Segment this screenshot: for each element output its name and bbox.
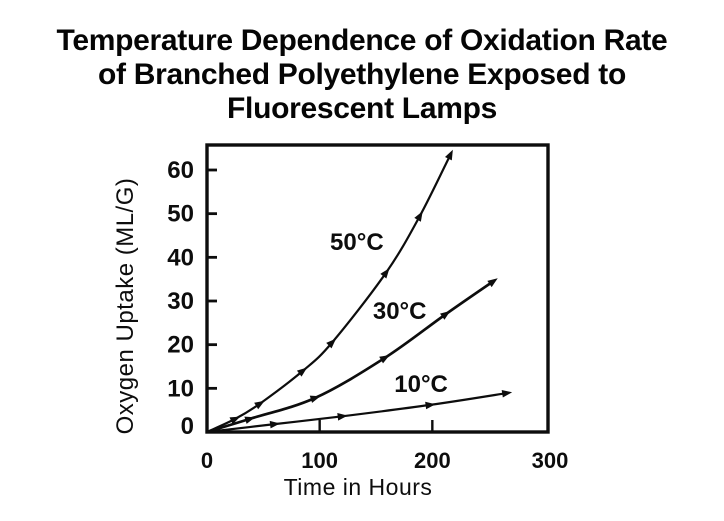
y-axis-title: Oxygen Uptake (ML/G) bbox=[112, 177, 139, 435]
y-tick-label: 30 bbox=[167, 288, 194, 315]
chart-title-line-3: Fluorescent Lamps bbox=[227, 92, 497, 125]
data-marker bbox=[309, 395, 321, 403]
y-tick-label: 60 bbox=[167, 157, 194, 184]
data-marker bbox=[501, 390, 513, 398]
x-axis-title: Time in Hours bbox=[283, 474, 433, 500]
chart-title: Temperature Dependence of Oxidation Rate… bbox=[0, 24, 724, 126]
data-marker bbox=[269, 420, 281, 429]
y-tick-label: 10 bbox=[167, 375, 194, 402]
y-tick-label: 0 bbox=[181, 413, 194, 440]
data-marker bbox=[244, 416, 256, 424]
series-line-3 bbox=[205, 392, 508, 434]
data-marker bbox=[379, 355, 390, 364]
data-marker bbox=[326, 338, 337, 349]
plot-border bbox=[205, 143, 550, 434]
data-marker bbox=[337, 413, 348, 421]
y-tick-label: 50 bbox=[167, 201, 194, 228]
data-marker bbox=[254, 400, 265, 410]
x-tick-label: 0 bbox=[201, 448, 213, 473]
data-marker bbox=[440, 310, 451, 320]
series-label-1: 50°C bbox=[330, 229, 384, 256]
series-label-2: 30°C bbox=[373, 298, 427, 325]
chart-title-line-1: Temperature Dependence of Oxidation Rate bbox=[56, 24, 668, 57]
data-marker bbox=[487, 278, 498, 288]
data-marker bbox=[444, 149, 453, 161]
y-tick-label: 40 bbox=[167, 244, 194, 271]
data-marker bbox=[229, 416, 241, 425]
y-tick-label: 20 bbox=[167, 332, 194, 359]
series-label-3: 10°C bbox=[394, 371, 448, 398]
x-tick-label: 200 bbox=[414, 448, 451, 473]
x-tick-label: 300 bbox=[532, 448, 569, 473]
chart-title-line-2: of Branched Polyethylene Exposed to bbox=[98, 58, 626, 91]
data-marker bbox=[425, 401, 436, 410]
data-marker bbox=[296, 367, 308, 377]
x-tick-label: 100 bbox=[301, 448, 338, 473]
data-marker bbox=[380, 268, 390, 279]
data-marker bbox=[414, 211, 423, 222]
